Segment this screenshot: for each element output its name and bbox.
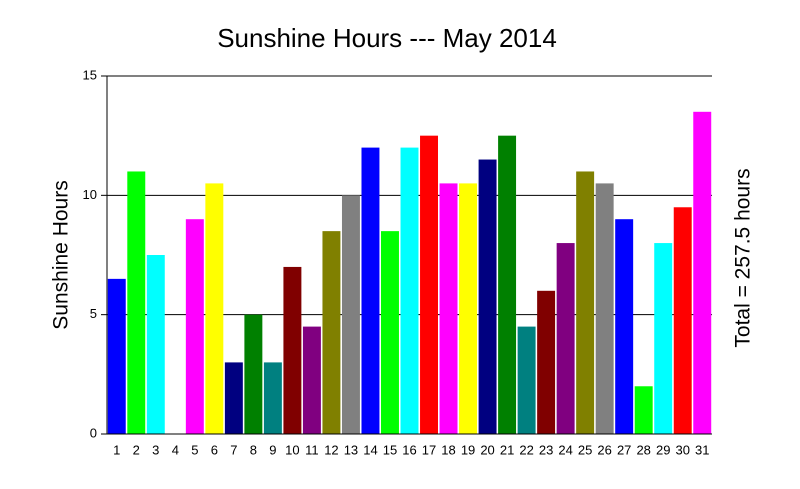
x-tick-label: 22 <box>519 442 533 457</box>
bar <box>400 147 419 434</box>
bar <box>224 362 243 434</box>
x-tick-label: 26 <box>597 442 611 457</box>
bar <box>263 362 282 434</box>
x-tick-label: 21 <box>500 442 514 457</box>
x-tick-label: 31 <box>695 442 709 457</box>
bar <box>595 183 614 434</box>
bar <box>459 183 478 434</box>
x-tick-label: 7 <box>230 442 237 457</box>
x-tick-label: 9 <box>269 442 276 457</box>
x-tick-label: 4 <box>172 442 179 457</box>
bar <box>654 243 673 434</box>
x-tick-label: 30 <box>675 442 689 457</box>
x-tick-label: 12 <box>324 442 338 457</box>
bar <box>205 183 224 434</box>
bar <box>361 147 380 434</box>
y-tick-label: 5 <box>90 306 97 321</box>
bar <box>146 255 165 434</box>
x-tick-label: 6 <box>211 442 218 457</box>
bar <box>693 111 712 435</box>
bar <box>283 266 302 434</box>
x-tick-label: 24 <box>558 442 572 457</box>
x-tick-label: 17 <box>422 442 436 457</box>
chart-title: Sunshine Hours --- May 2014 <box>217 23 557 53</box>
bar <box>517 326 536 434</box>
x-tick-label: 2 <box>133 442 140 457</box>
x-tick-label: 25 <box>578 442 592 457</box>
bar <box>302 326 321 434</box>
y-tick-label: 0 <box>90 425 97 440</box>
bar <box>576 171 595 434</box>
bar <box>556 243 575 434</box>
bar <box>322 231 341 434</box>
bar <box>615 219 634 434</box>
bar <box>478 159 497 435</box>
x-tick-label: 13 <box>344 442 358 457</box>
x-tick-label: 28 <box>636 442 650 457</box>
bar <box>420 135 438 434</box>
bar <box>107 278 126 434</box>
y-axis-label: Sunshine Hours <box>50 180 73 329</box>
x-tick-label: 19 <box>461 442 475 457</box>
x-tick-label: 1 <box>113 442 120 457</box>
bar <box>439 183 458 434</box>
x-tick-label: 20 <box>480 442 494 457</box>
y-tick-label: 15 <box>83 67 97 82</box>
x-tick-label: 16 <box>402 442 416 457</box>
x-tick-label: 18 <box>441 442 455 457</box>
bar <box>498 135 517 434</box>
x-tick-label: 8 <box>250 442 257 457</box>
bar <box>127 171 146 434</box>
total-annotation: Total = 257.5 hours <box>732 168 755 347</box>
x-tick-label: 15 <box>383 442 397 457</box>
bar <box>673 207 692 434</box>
bar <box>537 290 556 434</box>
x-tick-label: 27 <box>617 442 631 457</box>
bar <box>381 231 399 434</box>
bar <box>185 219 204 434</box>
x-tick-label: 11 <box>305 442 319 457</box>
y-tick-label: 10 <box>83 187 97 202</box>
x-tick-label: 5 <box>191 442 198 457</box>
x-tick-label: 10 <box>285 442 299 457</box>
x-tick-label: 3 <box>152 442 159 457</box>
x-tick-label: 29 <box>656 442 670 457</box>
bar <box>244 314 263 434</box>
bar <box>634 386 653 434</box>
x-tick-label: 23 <box>539 442 553 457</box>
x-tick-label: 14 <box>363 442 377 457</box>
bar <box>341 195 360 434</box>
